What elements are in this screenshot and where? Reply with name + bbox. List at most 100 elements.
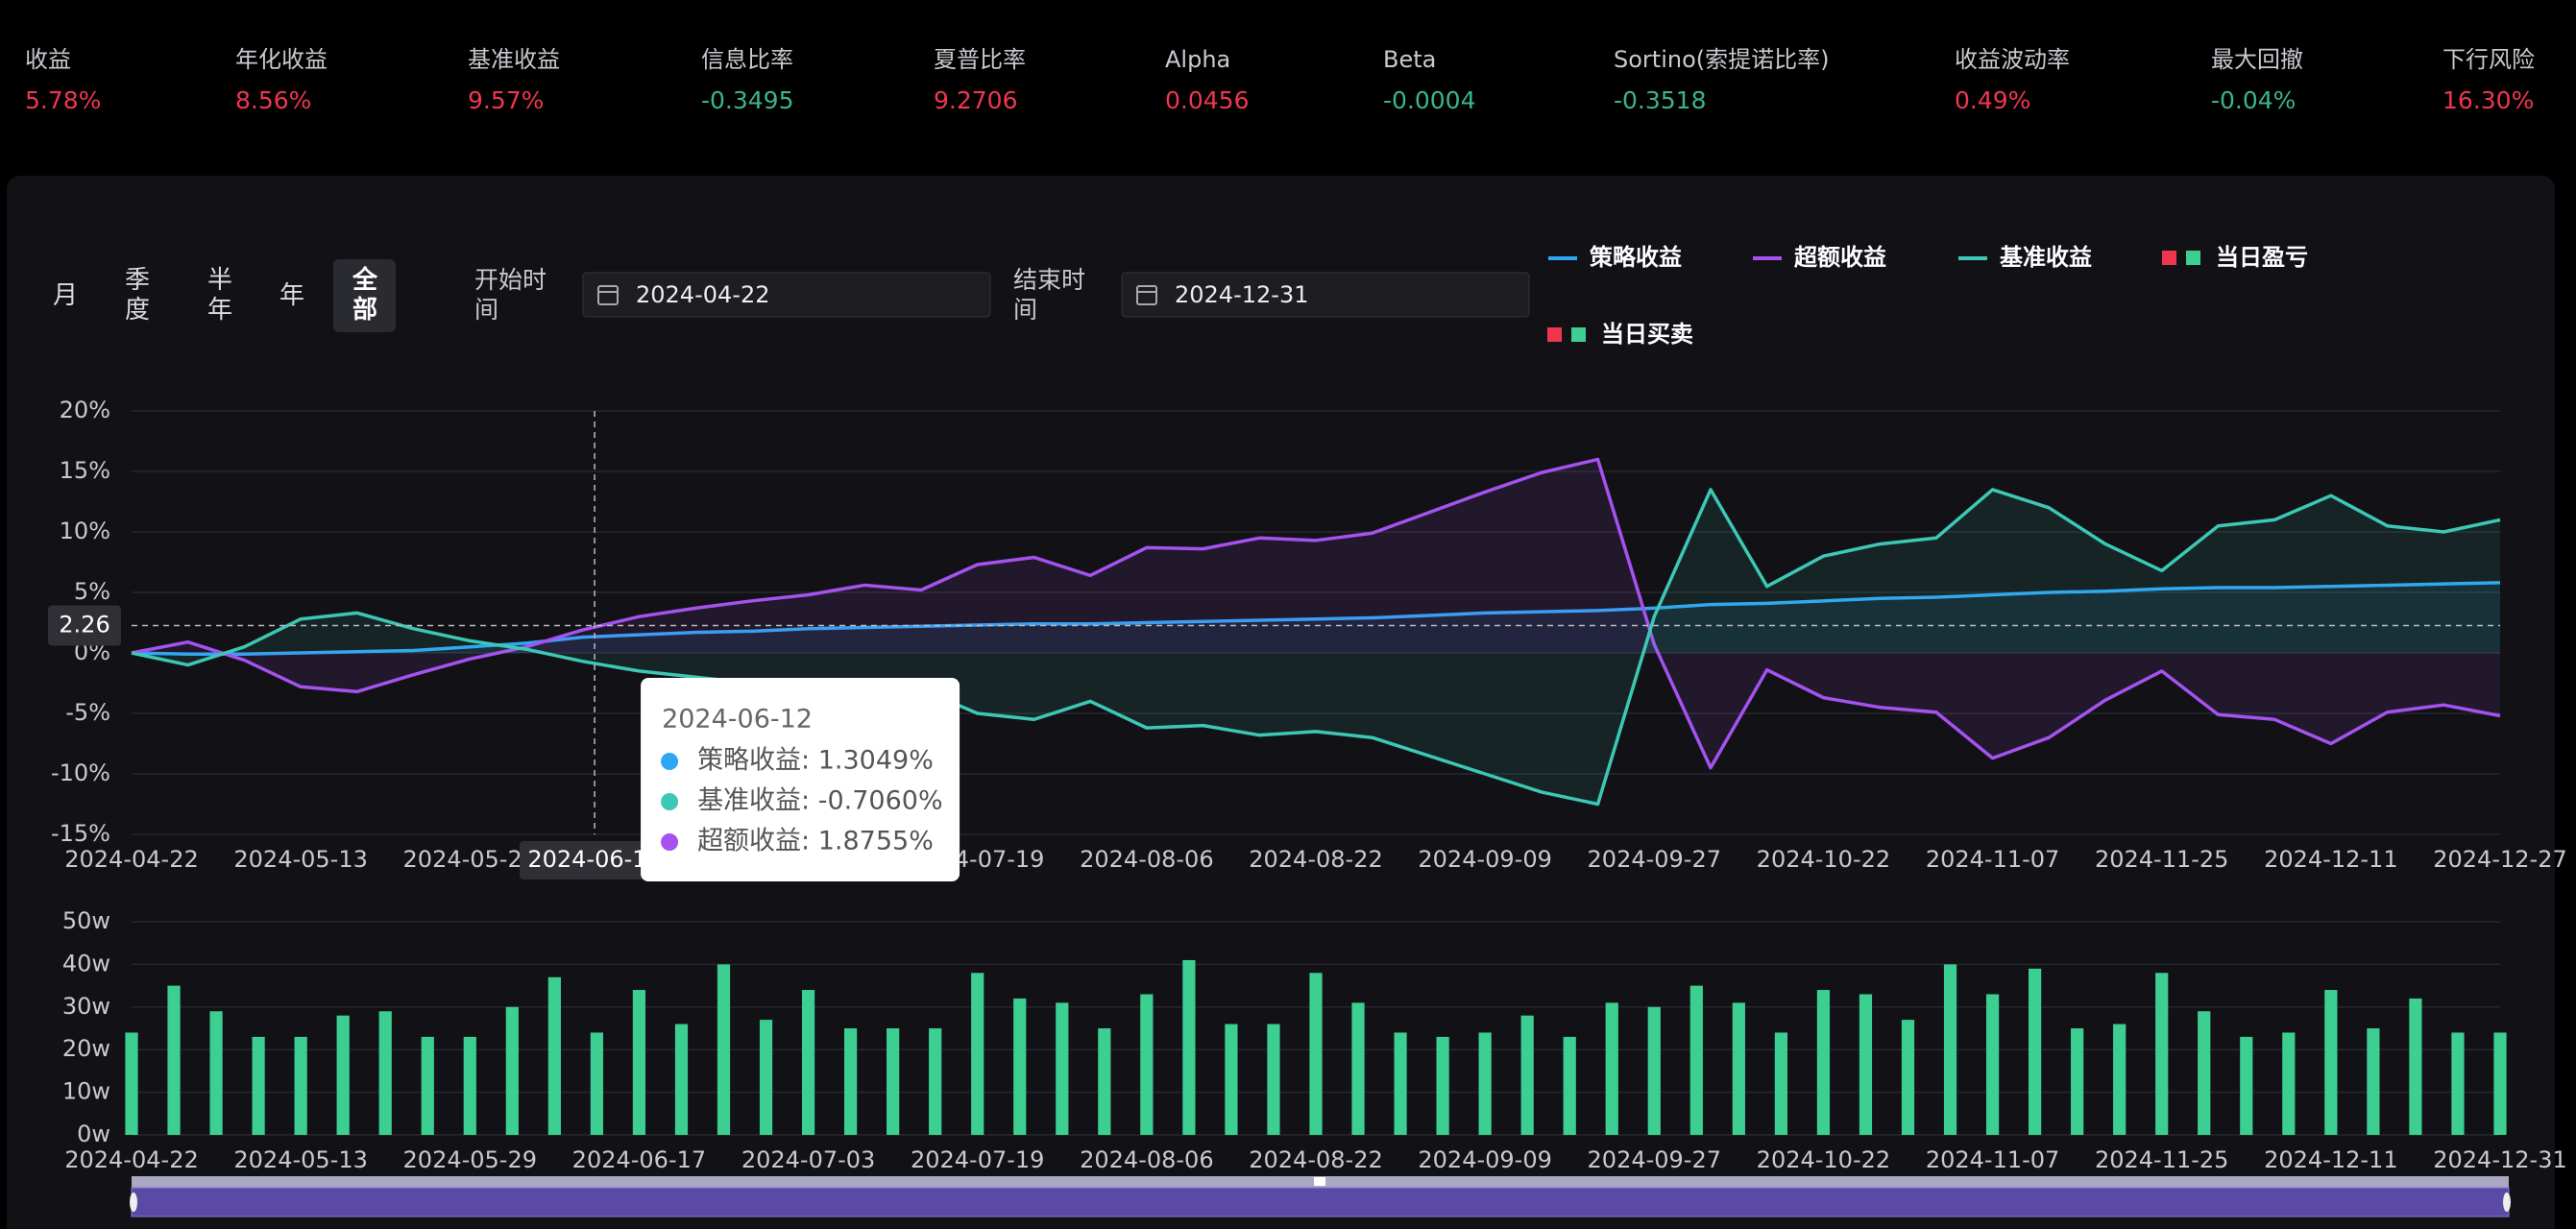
end-input[interactable] — [1121, 272, 1530, 318]
bar — [2451, 1032, 2465, 1135]
bar — [674, 1024, 689, 1135]
x-tick-label: 2024-04-22 — [64, 846, 198, 873]
panel — [7, 176, 2555, 1229]
period-button[interactable]: 全部 — [352, 266, 377, 325]
x-tick-label: 2024-12-27 — [2433, 846, 2566, 873]
x-tick-label: 2024-12-31 — [2433, 1146, 2566, 1173]
bar — [1225, 1024, 1238, 1135]
metric-value: 0.0456 — [1165, 86, 1249, 114]
tooltip-dot — [661, 793, 679, 810]
y-tick-label: 30w — [62, 993, 110, 1020]
bar — [421, 1036, 434, 1135]
x-tick-label: 2024-05-13 — [233, 846, 367, 873]
bar — [547, 976, 561, 1135]
metric-label: 收益 — [25, 46, 71, 73]
y-tick-label: -5% — [65, 699, 110, 726]
bar — [1267, 1024, 1280, 1135]
start-input[interactable] — [582, 272, 991, 318]
bar — [2071, 1028, 2084, 1135]
bar — [1943, 964, 1957, 1135]
bar — [167, 985, 181, 1135]
end-date: 2024-12-31 — [1175, 281, 1308, 308]
crosshair-y-label: 2.26 — [59, 612, 109, 639]
series-area — [132, 582, 2500, 655]
y-tick-label: 10% — [60, 518, 110, 544]
bar — [1520, 1015, 1534, 1135]
period-button[interactable]: 月 — [52, 280, 78, 310]
metric-label: 年化收益 — [235, 46, 328, 73]
x-tick-label: 2024-11-07 — [1926, 1146, 2059, 1173]
end-label: 结束时间 — [1013, 266, 1086, 324]
x-tick-label: 2024-07-03 — [741, 1146, 875, 1173]
bar — [1563, 1036, 1576, 1135]
period-button[interactable]: 半年 — [207, 266, 232, 325]
crosshair-x-box — [520, 841, 670, 880]
bar — [1605, 1002, 1618, 1135]
bar — [294, 1036, 307, 1135]
legend-label: 当日盈亏 — [2216, 244, 2308, 271]
bar — [1056, 1002, 1069, 1135]
bar — [1859, 994, 1873, 1135]
series-line — [131, 488, 2501, 807]
bar — [1689, 985, 1703, 1135]
calendar-icon — [597, 285, 619, 305]
x-tick-label: 2024-04-22 — [64, 1146, 198, 1173]
calendar-icon — [1136, 285, 1157, 305]
y-tick-label: 5% — [74, 578, 110, 605]
bar — [209, 1011, 223, 1135]
legend-label: 超额收益 — [1794, 244, 1886, 271]
x-tick-label: 2024-05-13 — [233, 1146, 367, 1173]
metric-label: Alpha — [1165, 46, 1230, 73]
tooltip-item: 基准收益: -0.7060% — [697, 786, 943, 816]
bar — [1013, 998, 1027, 1135]
x-tick-label: 2024-12-11 — [2264, 1146, 2397, 1173]
x-tick-label: 2024-09-09 — [1418, 1146, 1551, 1173]
metric-value: -0.04% — [2211, 86, 2296, 114]
bar — [2282, 1032, 2296, 1135]
bar — [2029, 968, 2042, 1135]
tooltip-item: 超额收益: 1.8755% — [697, 827, 934, 856]
bar — [1816, 990, 1831, 1135]
zoom-grip[interactable] — [1314, 1177, 1325, 1186]
bar — [2324, 990, 2338, 1135]
bar — [2198, 1011, 2211, 1135]
tooltip-title: 2024-06-12 — [662, 705, 813, 735]
zoom-handle[interactable] — [2503, 1193, 2511, 1212]
x-tick-label: 2024-09-27 — [1588, 1146, 1721, 1173]
legend-marker — [1547, 327, 1562, 342]
bar — [2240, 1036, 2253, 1135]
metric-label: 最大回撤 — [2211, 46, 2303, 73]
tooltip-item: 策略收益: 1.3049% — [697, 746, 934, 776]
x-tick-label: 2024-12-11 — [2264, 846, 2397, 873]
series-area — [132, 489, 2500, 805]
bar — [378, 1011, 392, 1135]
legend-label: 基准收益 — [2000, 244, 2092, 271]
start-label: 开始时间 — [474, 266, 547, 324]
zoom-window[interactable] — [131, 1187, 2510, 1217]
x-tick-label: 2024-05-29 — [403, 846, 537, 873]
series-area — [132, 459, 2500, 768]
data-zoom[interactable] — [130, 1176, 2511, 1217]
y-tick-label: 0w — [77, 1121, 110, 1147]
bar — [1901, 1020, 1915, 1135]
x-tick-label: 2024-11-07 — [1926, 846, 2059, 873]
legend-marker — [2162, 251, 2176, 265]
y-tick-label: 10w — [62, 1078, 110, 1105]
y-tick-label: 15% — [60, 457, 110, 484]
x-tick-label: 2024-10-22 — [1757, 846, 1890, 873]
zoom-handle[interactable] — [130, 1193, 137, 1212]
x-tick-label: 2024-08-06 — [1080, 846, 1213, 873]
series-line — [131, 457, 2501, 770]
bar — [1732, 1002, 1745, 1135]
legend-marker — [2186, 251, 2200, 265]
y-tick-label: 20w — [62, 1035, 110, 1062]
bar — [887, 1028, 900, 1135]
bar — [1478, 1032, 1492, 1135]
bar — [971, 973, 984, 1135]
tooltip-dot — [661, 833, 679, 851]
bar — [759, 1020, 773, 1135]
metric-label: 收益波动率 — [1955, 46, 2070, 73]
period-button[interactable]: 年 — [279, 280, 304, 310]
period-button[interactable]: 季度 — [124, 266, 150, 325]
